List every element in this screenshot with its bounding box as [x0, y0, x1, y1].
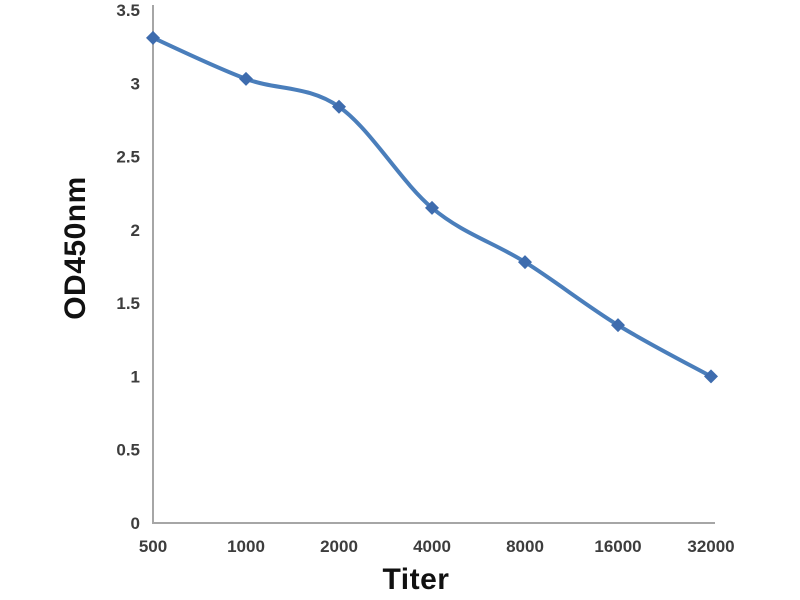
- y-axis-title: OD450nm: [59, 176, 92, 320]
- x-tick-label: 8000: [506, 537, 544, 556]
- y-tick-label: 2: [131, 221, 140, 240]
- x-tick-label: 4000: [413, 537, 451, 556]
- data-point-marker: [239, 71, 253, 86]
- x-axis-title: Titer: [382, 563, 450, 596]
- data-point-marker: [704, 369, 718, 384]
- y-tick-label: 3: [131, 74, 140, 93]
- y-tick-label: 0.5: [116, 441, 140, 460]
- data-point-marker: [518, 255, 532, 270]
- y-tick-label: 1: [131, 367, 140, 386]
- x-tick-label: 1000: [227, 537, 265, 556]
- x-tick-label: 32000: [687, 537, 734, 556]
- x-tick-label: 16000: [594, 537, 641, 556]
- data-point-marker: [611, 318, 625, 333]
- y-tick-label: 1.5: [116, 294, 140, 313]
- x-tick-label: 500: [139, 537, 167, 556]
- x-tick-label: 2000: [320, 537, 358, 556]
- data-point-marker: [425, 200, 439, 215]
- y-tick-label: 0: [131, 514, 140, 533]
- y-tick-label: 3.5: [116, 1, 140, 20]
- data-point-marker: [146, 30, 160, 45]
- y-tick-label: 2.5: [116, 148, 140, 167]
- data-point-marker: [332, 99, 346, 114]
